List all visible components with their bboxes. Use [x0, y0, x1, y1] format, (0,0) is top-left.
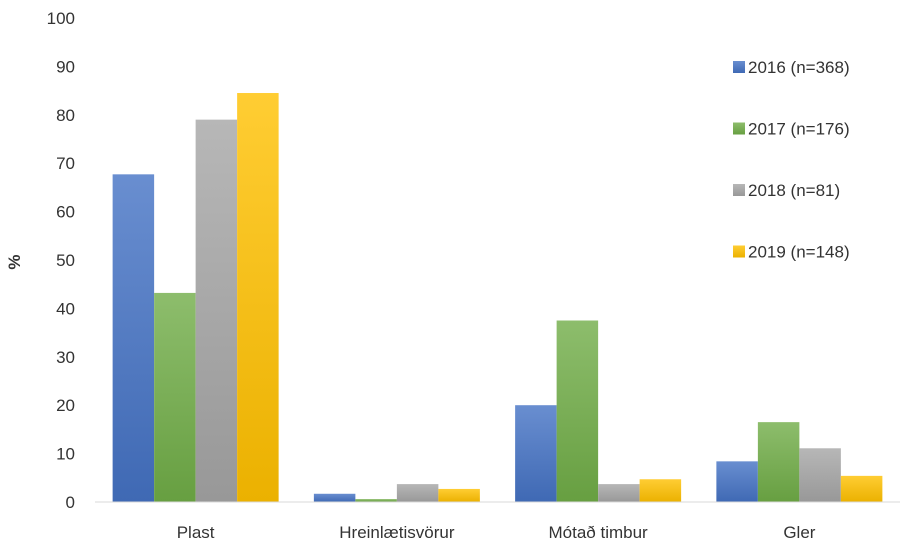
legend-label: 2017 (n=176): [748, 120, 850, 139]
legend-swatch: [733, 61, 745, 73]
bar: [716, 461, 758, 502]
bar: [639, 479, 682, 502]
y-tick-label: 40: [56, 299, 75, 318]
legend-label: 2016 (n=368): [748, 58, 850, 77]
legend-label: 2019 (n=148): [748, 243, 850, 262]
bars: [112, 93, 883, 503]
legend-label: 2018 (n=81): [748, 181, 840, 200]
bar: [154, 292, 196, 502]
y-tick-label: 50: [56, 251, 75, 270]
x-tick-label: Mótað timbur: [549, 523, 649, 542]
x-tick-label: Gler: [783, 523, 815, 542]
legend-swatch: [733, 184, 745, 196]
x-tick-label: Hreinlætisvörur: [339, 523, 455, 542]
y-tick-label: 90: [56, 57, 75, 76]
y-tick-label: 80: [56, 106, 75, 125]
bar: [840, 475, 883, 502]
bar: [237, 93, 279, 503]
y-tick-label: 100: [47, 9, 75, 28]
y-axis-title: %: [5, 254, 24, 269]
bar: [515, 405, 557, 502]
x-tick-label: Plast: [177, 523, 215, 542]
y-tick-label: 30: [56, 348, 75, 367]
bar: [195, 119, 238, 502]
bar: [556, 320, 599, 502]
y-tick-label: 60: [56, 203, 75, 222]
x-axis-labels: Plast Hreinlætisvörur Mótað timbur Gler: [177, 523, 816, 542]
bar: [799, 448, 841, 502]
bar: [396, 484, 439, 502]
bar: [757, 422, 800, 502]
legend-swatch: [733, 245, 745, 258]
legend-swatch: [733, 122, 745, 135]
legend: 2016 (n=368) 2017 (n=176) 2018 (n=81) 2019 …: [733, 58, 850, 262]
y-tick-label: 70: [56, 154, 75, 173]
y-axis-ticks: 0 10 20 30 40 50 60 70 80 90 100: [47, 9, 75, 512]
bar: [313, 493, 356, 502]
bar: [355, 499, 397, 502]
y-tick-label: 20: [56, 396, 75, 415]
bar: [112, 174, 155, 502]
y-tick-label: 0: [66, 493, 75, 512]
bar: [438, 488, 480, 502]
bar: [598, 484, 640, 502]
y-tick-label: 10: [56, 445, 75, 464]
